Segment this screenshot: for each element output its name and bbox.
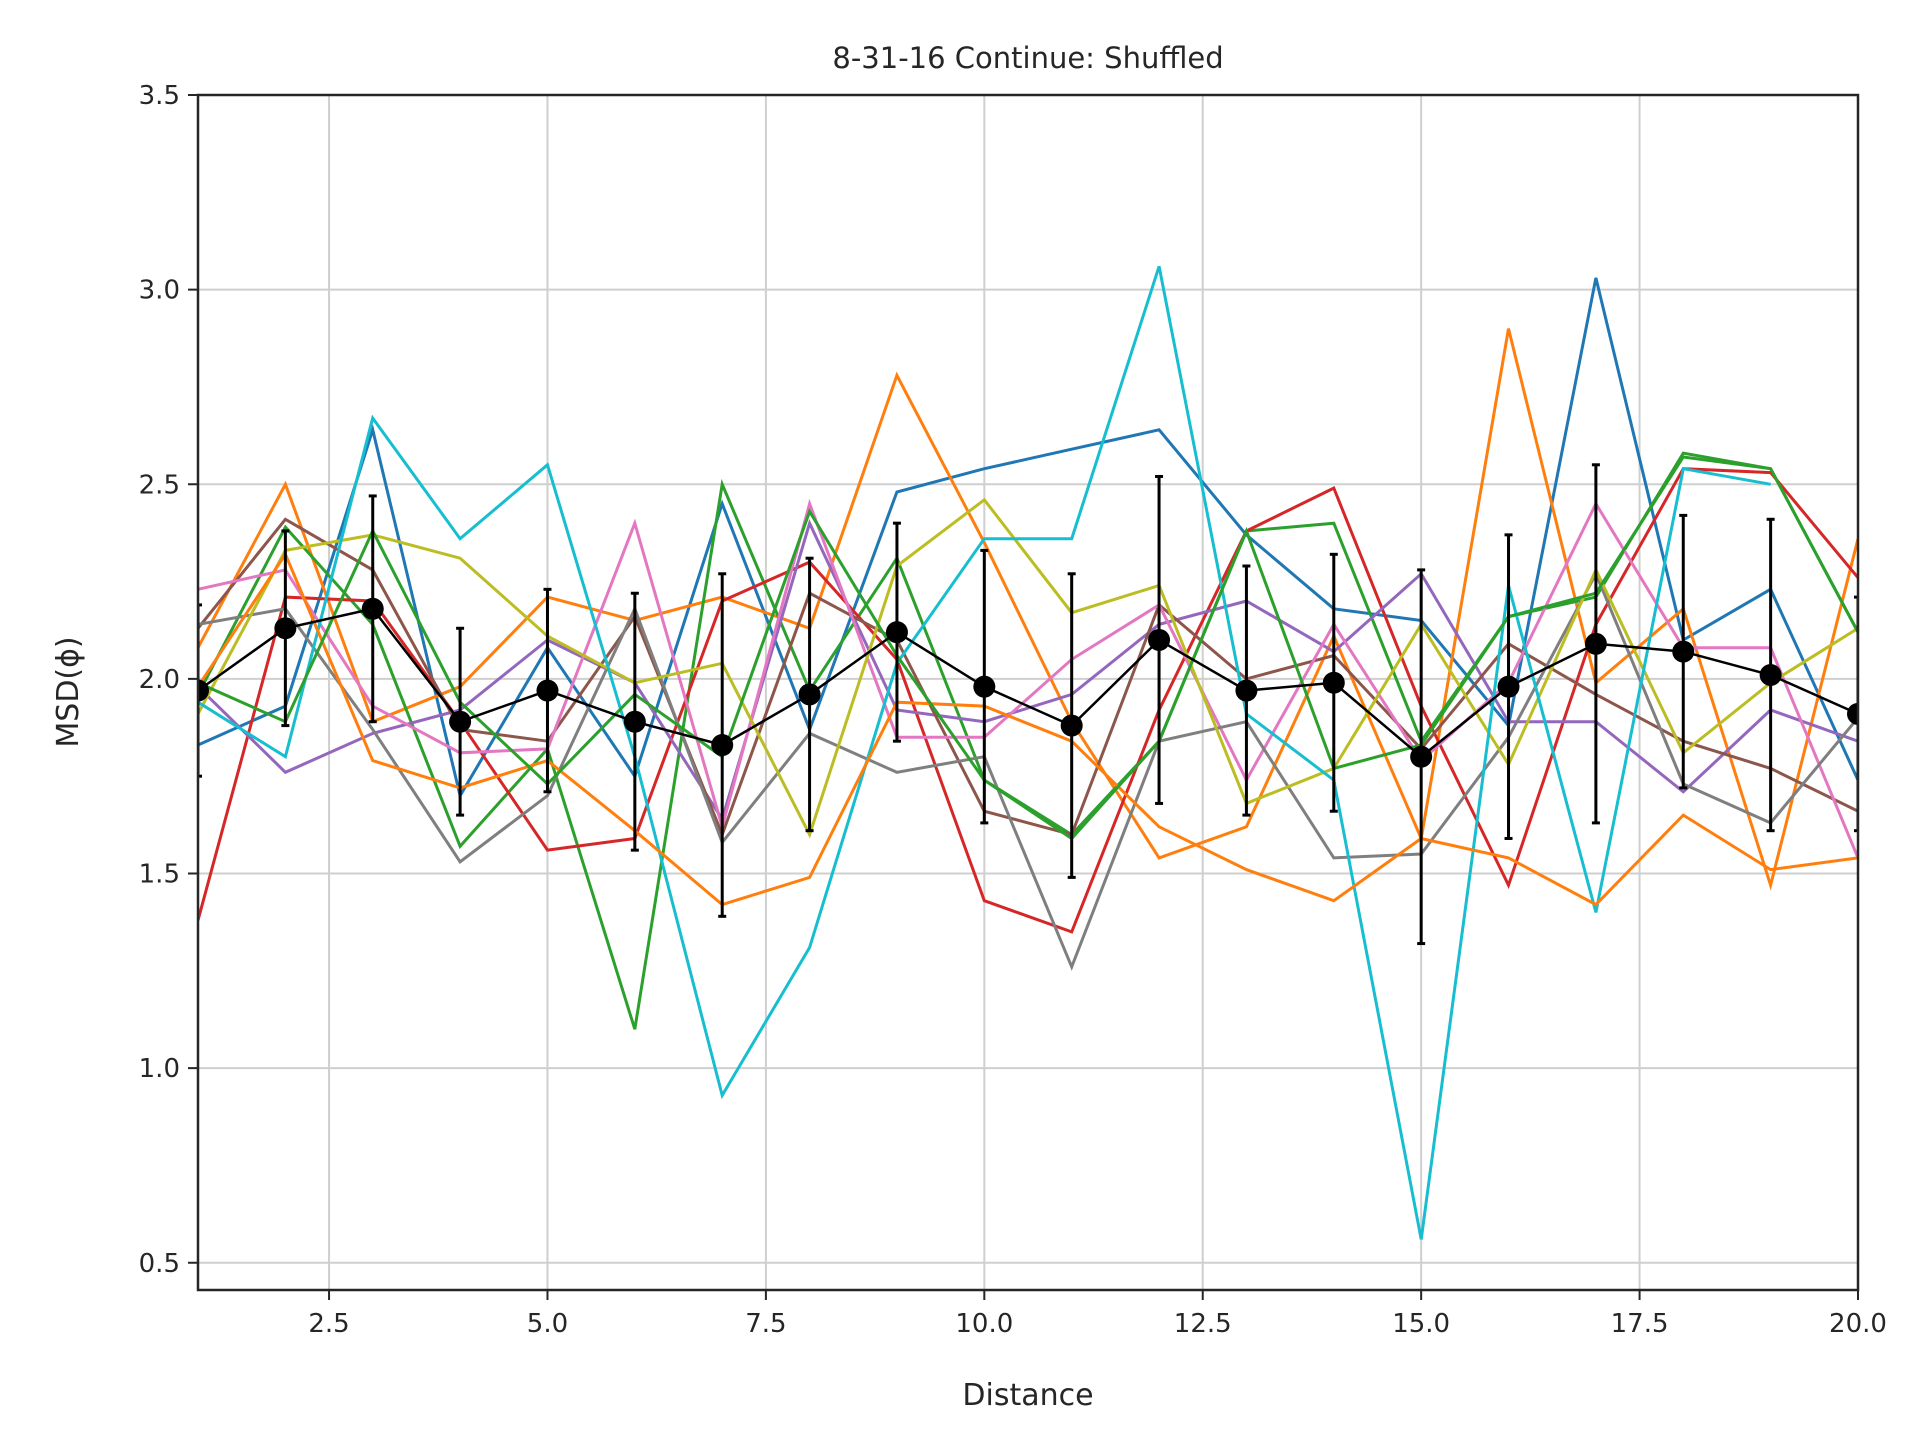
y-tick-label: 2.5: [139, 470, 180, 500]
mean-point: [1759, 663, 1782, 686]
series-line-12: [198, 455, 1858, 841]
x-tick-label: 2.5: [308, 1309, 349, 1339]
series-line-11: [198, 551, 1858, 907]
series-line-1: [198, 277, 1858, 800]
mean-point: [274, 617, 297, 640]
series-line-2: [198, 328, 1858, 891]
mean-point: [885, 621, 908, 644]
y-tick-label: 3.5: [139, 81, 180, 111]
mean-point: [1497, 675, 1520, 698]
mean-point: [1235, 679, 1258, 702]
mean-line: [198, 607, 1858, 759]
series-line-4: [198, 467, 1858, 934]
mean-point: [1672, 640, 1695, 663]
series-lines: [198, 265, 1858, 1240]
plot-frame: [196, 93, 1860, 1292]
mean-point: [1847, 702, 1858, 725]
mean-series: [198, 463, 1858, 946]
y-tick-label: 2.0: [139, 665, 180, 695]
x-tick-label: 10.0: [955, 1309, 1013, 1339]
y-tick-label: 3.0: [139, 276, 180, 306]
x-tick-label: 20.0: [1829, 1309, 1887, 1339]
y-tick-label: 1.0: [139, 1054, 180, 1084]
mean-point: [1410, 745, 1433, 768]
x-tick-label: 12.5: [1174, 1309, 1232, 1339]
mean-point: [198, 679, 209, 702]
mean-point: [973, 675, 996, 698]
mean-point: [536, 679, 559, 702]
mean-point: [1060, 714, 1083, 737]
x-axis-label: Distance: [962, 1378, 1093, 1413]
mean-point: [1322, 671, 1345, 694]
y-axis-label: MSD(ϕ): [51, 636, 86, 747]
x-tick-label: 7.5: [745, 1309, 786, 1339]
series-line-7: [198, 498, 1858, 859]
mean-point: [623, 710, 646, 733]
axis-ticks: 2.5 5.0 7.5 10.0 12.5 15.0 17.5 20.0 0.5 1.0 1.5 2.…: [139, 81, 1887, 1339]
series-line-5: [198, 518, 1858, 823]
x-tick-label: 15.0: [1392, 1309, 1450, 1339]
mean-point: [361, 597, 384, 620]
y-tick-label: 1.5: [139, 860, 180, 890]
series-line-6: [198, 517, 1858, 839]
mean-point: [711, 734, 734, 757]
x-tick-label: 17.5: [1611, 1309, 1669, 1339]
series-line-9: [198, 497, 1858, 839]
y-tick-label: 0.5: [139, 1249, 180, 1279]
x-tick-label: 5.0: [527, 1309, 568, 1339]
mean-point: [1148, 628, 1171, 651]
mean-point: [449, 710, 472, 733]
chart-title: 8-31-16 Continue: Shuffled: [832, 41, 1223, 75]
mean-point: [1584, 632, 1607, 655]
mean-point: [798, 683, 821, 706]
